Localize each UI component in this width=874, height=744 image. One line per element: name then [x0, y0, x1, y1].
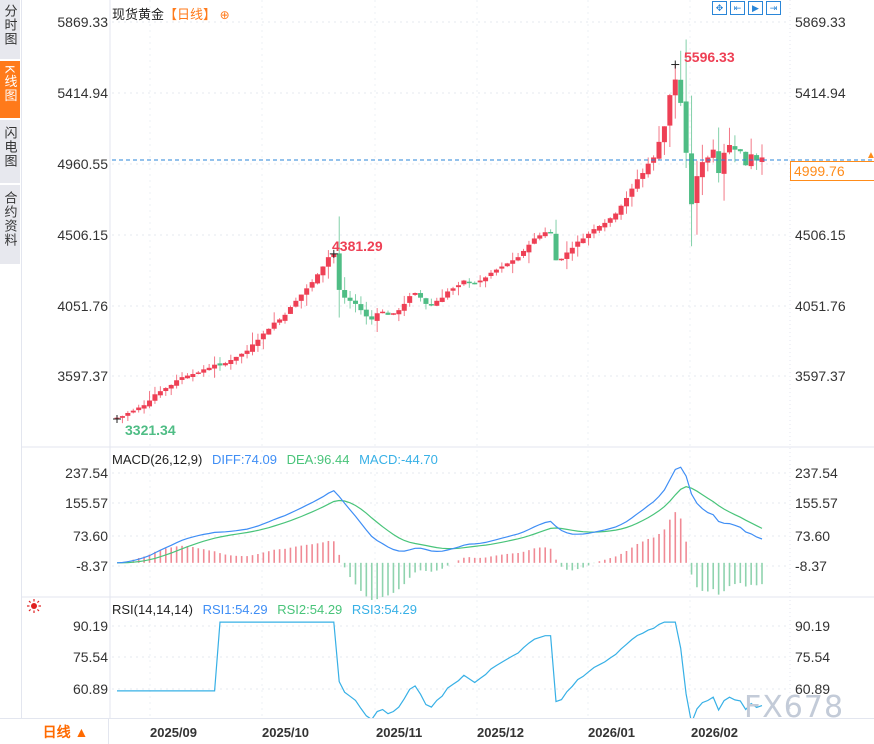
macd-tick-left: 73.60	[72, 528, 108, 544]
y-tick-left: 4506.15	[57, 227, 108, 243]
y-tick-left: 4960.55	[57, 156, 108, 172]
rsi-tick-left: 60.89	[72, 681, 108, 697]
add-indicator-icon[interactable]: ⊕	[219, 8, 230, 22]
rsi-tick-left: 75.54	[72, 649, 108, 665]
macd-tick-right: 237.54	[795, 465, 838, 481]
tab-label: 分时图	[2, 4, 18, 46]
zoom-range-icon[interactable]: ⇤	[730, 1, 745, 15]
y-tick-right: 4051.76	[795, 298, 846, 314]
y-tick-right: 4506.15	[795, 227, 846, 243]
rsi-legend: RSI(14,14,14) RSI1:54.29 RSI2:54.29 RSI3…	[112, 602, 417, 617]
macd-diff-value: DIFF:74.09	[211, 452, 277, 467]
x-tick: 2025/12	[477, 725, 524, 740]
macd-hist-value: MACD:-44.70	[359, 452, 438, 467]
rsi2-value: RSI2:54.29	[277, 602, 343, 617]
y-tick-left: 5414.94	[57, 85, 108, 101]
y-tick-right: 5414.94	[795, 85, 846, 101]
y-tick-left: 4051.76	[57, 298, 108, 314]
current-price-box: 4999.76	[790, 161, 874, 181]
tab-timeshare[interactable]: 分时图	[0, 0, 20, 60]
tab-flash-chart[interactable]: 闪电图	[0, 120, 20, 184]
macd-tick-left: -8.37	[76, 558, 108, 574]
tab-label: K线图	[2, 65, 18, 103]
instrument-name: 现货黄金	[112, 7, 165, 22]
tab-label: 合约资料	[2, 191, 18, 247]
y-tick-right: 5869.33	[795, 14, 846, 30]
macd-tick-right: -8.37	[795, 558, 827, 574]
chart-title: 现货黄金【日线】 ⊕	[112, 4, 230, 23]
rsi3-value: RSI3:54.29	[351, 602, 417, 617]
sidebar: 分时图 K线图 闪电图 合约资料	[0, 0, 20, 744]
rsi-tick-right: 60.89	[795, 681, 831, 697]
macd-dea-value: DEA:96.44	[286, 452, 350, 467]
x-tick: 2026/02	[691, 725, 738, 740]
y-tick-right: 3597.37	[795, 368, 846, 384]
rsi-tick-left: 90.19	[72, 618, 108, 634]
y-tick-left: 5869.33	[57, 14, 108, 30]
x-tick: 2025/11	[376, 725, 423, 740]
macd-tick-left: 155.57	[65, 495, 108, 511]
tab-label: 闪电图	[2, 126, 18, 168]
period-selector-button[interactable]: 日线 ▲	[23, 719, 109, 744]
indicator-settings-icon[interactable]	[27, 599, 41, 613]
macd-title: MACD(26,12,9)	[112, 452, 203, 467]
tab-contract-info[interactable]: 合约资料	[0, 185, 20, 265]
x-tick: 2026/01	[588, 725, 635, 740]
crosshair-icon[interactable]: ✥	[712, 1, 727, 15]
macd-tick-left: 237.54	[65, 465, 108, 481]
x-axis: 日线 ▲ 2025/09 2025/10 2025/11 2025/12 202…	[0, 718, 874, 744]
chart-toolbar: ✥ ⇤ ▶ ⇥	[712, 1, 781, 15]
low-annotation: 3321.34	[125, 422, 176, 438]
macd-tick-right: 73.60	[795, 528, 831, 544]
period-label: 【日线】	[164, 7, 217, 22]
price-up-arrow-icon: ▲	[866, 150, 874, 161]
macd-tick-right: 155.57	[795, 495, 838, 511]
high-annotation-1: 4381.29	[332, 238, 383, 254]
macd-legend: MACD(26,12,9) DIFF:74.09 DEA:96.44 MACD:…	[112, 452, 438, 467]
go-latest-icon[interactable]: ⇥	[766, 1, 781, 15]
rsi-tick-right: 75.54	[795, 649, 831, 665]
tab-kline[interactable]: K线图	[0, 61, 20, 119]
rsi-title: RSI(14,14,14)	[112, 602, 193, 617]
y-tick-left: 3597.37	[57, 368, 108, 384]
rsi-tick-right: 90.19	[795, 618, 831, 634]
x-tick: 2025/10	[262, 725, 309, 740]
play-icon[interactable]: ▶	[748, 1, 763, 15]
left-divider	[21, 0, 22, 718]
high-annotation-2: 5596.33	[684, 49, 735, 65]
x-tick: 2025/09	[150, 725, 197, 740]
rsi1-value: RSI1:54.29	[202, 602, 268, 617]
